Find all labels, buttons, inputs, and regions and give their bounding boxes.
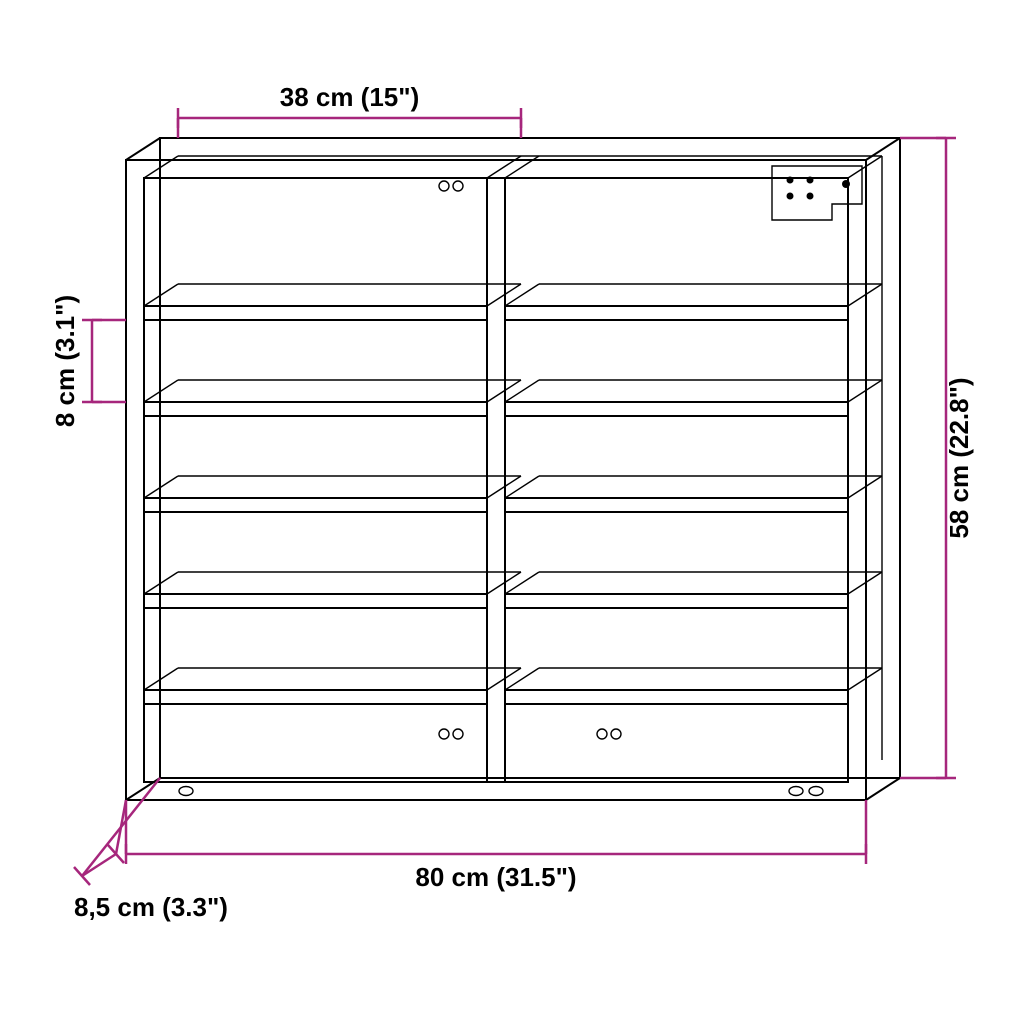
dimension-label: 80 cm (31.5") (415, 862, 576, 892)
dimension-label: 8 cm (3.1") (50, 295, 80, 427)
dimension-label: 8,5 cm (3.3") (74, 892, 228, 922)
dimension-label: 58 cm (22.8") (944, 377, 974, 538)
dimension-label: 38 cm (15") (280, 82, 420, 112)
